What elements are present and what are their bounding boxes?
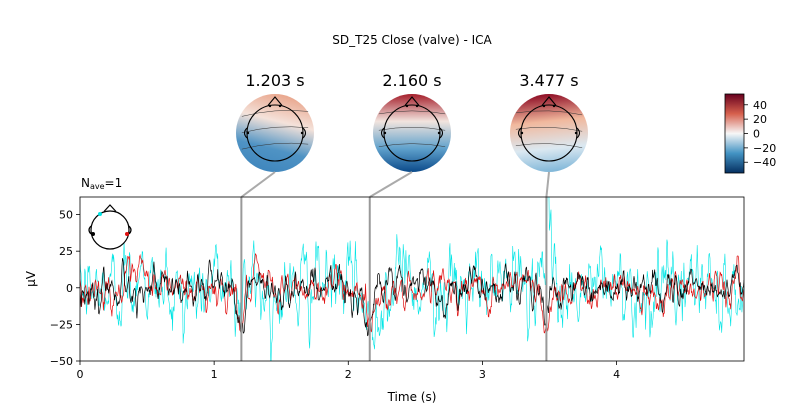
- topomap-nose-0: [267, 96, 283, 106]
- topomap-0: 1.203 s: [236, 71, 314, 172]
- x-tick-label-3: 3: [479, 368, 486, 381]
- time-connectors: [240, 171, 550, 198]
- topomap-ear-left-0: [243, 127, 248, 139]
- y-tick-label-2: 0: [66, 282, 73, 295]
- connector-1: [369, 171, 413, 198]
- sensor-legend: [88, 204, 132, 250]
- topomap-nose-2: [541, 96, 557, 106]
- traces: [80, 197, 744, 361]
- topomap-ear-left-1: [380, 127, 385, 139]
- y-tick-label-4: 50: [59, 209, 73, 222]
- topomap-ear-right-0: [302, 127, 307, 139]
- x-ticks: 0 1 2 3 4: [77, 361, 620, 381]
- topomap-contour-1-1: [378, 127, 446, 131]
- topomap-sensor-2-3: [552, 104, 556, 108]
- chart-title: SD_T25 Close (valve) - ICA: [332, 33, 492, 47]
- colorbar-tick-label-3: −20: [753, 142, 776, 155]
- topomap-time-label-1: 2.160 s: [382, 71, 441, 90]
- topomap-ear-left-2: [517, 127, 522, 139]
- x-tick-label-2: 2: [345, 368, 352, 381]
- series-red: [80, 252, 744, 334]
- black-dot: [91, 232, 95, 236]
- cyan-dot: [98, 212, 102, 216]
- topomap-ear-right-1: [439, 127, 444, 139]
- plot-axes: 0 1 2 3 4 −50 −25 0 25 50 Time (s) μV: [24, 196, 745, 404]
- axes-frame: [79, 196, 745, 362]
- red-dot: [125, 232, 129, 236]
- connector-0: [240, 171, 276, 198]
- x-tick-label-1: 1: [211, 368, 218, 381]
- x-tick-label-4: 4: [613, 368, 620, 381]
- topomap-contour-1-2: [378, 143, 446, 147]
- topomap-sensor-1-0: [383, 131, 387, 135]
- colorbar-tick-label-1: 20: [753, 113, 767, 126]
- colorbar-tick-label-2: 0: [753, 128, 760, 141]
- colorbar-tick-label-0: 40: [753, 99, 767, 112]
- x-axis-label: Time (s): [387, 390, 437, 404]
- nave-value: =1: [105, 176, 123, 190]
- topomap-time-label-2: 3.477 s: [519, 71, 578, 90]
- topomap-contour-0-2: [241, 142, 309, 150]
- y-ticks: −50 −25 0 25 50: [50, 209, 80, 368]
- y-tick-label-1: −25: [50, 318, 73, 331]
- topomap-contour-0-0: [241, 110, 309, 117]
- head-ear-left: [88, 225, 92, 235]
- y-axis-label: μV: [24, 270, 38, 287]
- head-outline: [90, 210, 130, 250]
- nave-n: N: [81, 176, 90, 190]
- topomap-sensor-1-1: [437, 131, 441, 135]
- colorbar-tick-label-4: −40: [753, 156, 776, 169]
- topomap-sensor-2-2: [542, 104, 546, 108]
- series-black: [80, 258, 744, 337]
- topomap-sensor-1-2: [405, 104, 409, 108]
- y-tick-label-0: −50: [50, 355, 73, 368]
- topomap-sensor-2-0: [520, 131, 524, 135]
- head-nose: [103, 204, 117, 212]
- colorbar-bar: [724, 93, 745, 174]
- topomap-2: 3.477 s: [510, 71, 588, 172]
- topomap-sensor-1-3: [415, 104, 419, 108]
- topomap-contour-2-1: [515, 126, 583, 132]
- topomap-sensor-0-3: [278, 104, 282, 108]
- y-tick-label-3: 25: [59, 245, 73, 258]
- series-cyan: [80, 197, 744, 361]
- connector-2: [545, 171, 550, 198]
- topomap-time-label-0: 1.203 s: [245, 71, 304, 90]
- topomaps: 1.203 s 2.160 s 3.477 s: [236, 71, 588, 172]
- nave-label: Nave=1: [81, 176, 122, 191]
- topomap-sensor-0-1: [300, 131, 304, 135]
- topomap-contour-1-0: [378, 110, 446, 115]
- topomap-sensor-2-1: [574, 131, 578, 135]
- head-ear-right: [128, 225, 132, 235]
- topomap-contour-2-2: [515, 143, 583, 148]
- time-markers: [240, 197, 548, 361]
- topomap-nose-1: [404, 96, 420, 106]
- topomap-contour-2-0: [515, 110, 583, 116]
- topomap-1: 2.160 s: [373, 71, 451, 172]
- topomap-sensor-0-2: [268, 104, 272, 108]
- x-tick-label-0: 0: [77, 368, 84, 381]
- topomap-sensor-0-0: [246, 131, 250, 135]
- topomap-ear-right-2: [576, 127, 581, 139]
- nave-sub: ave: [90, 182, 105, 191]
